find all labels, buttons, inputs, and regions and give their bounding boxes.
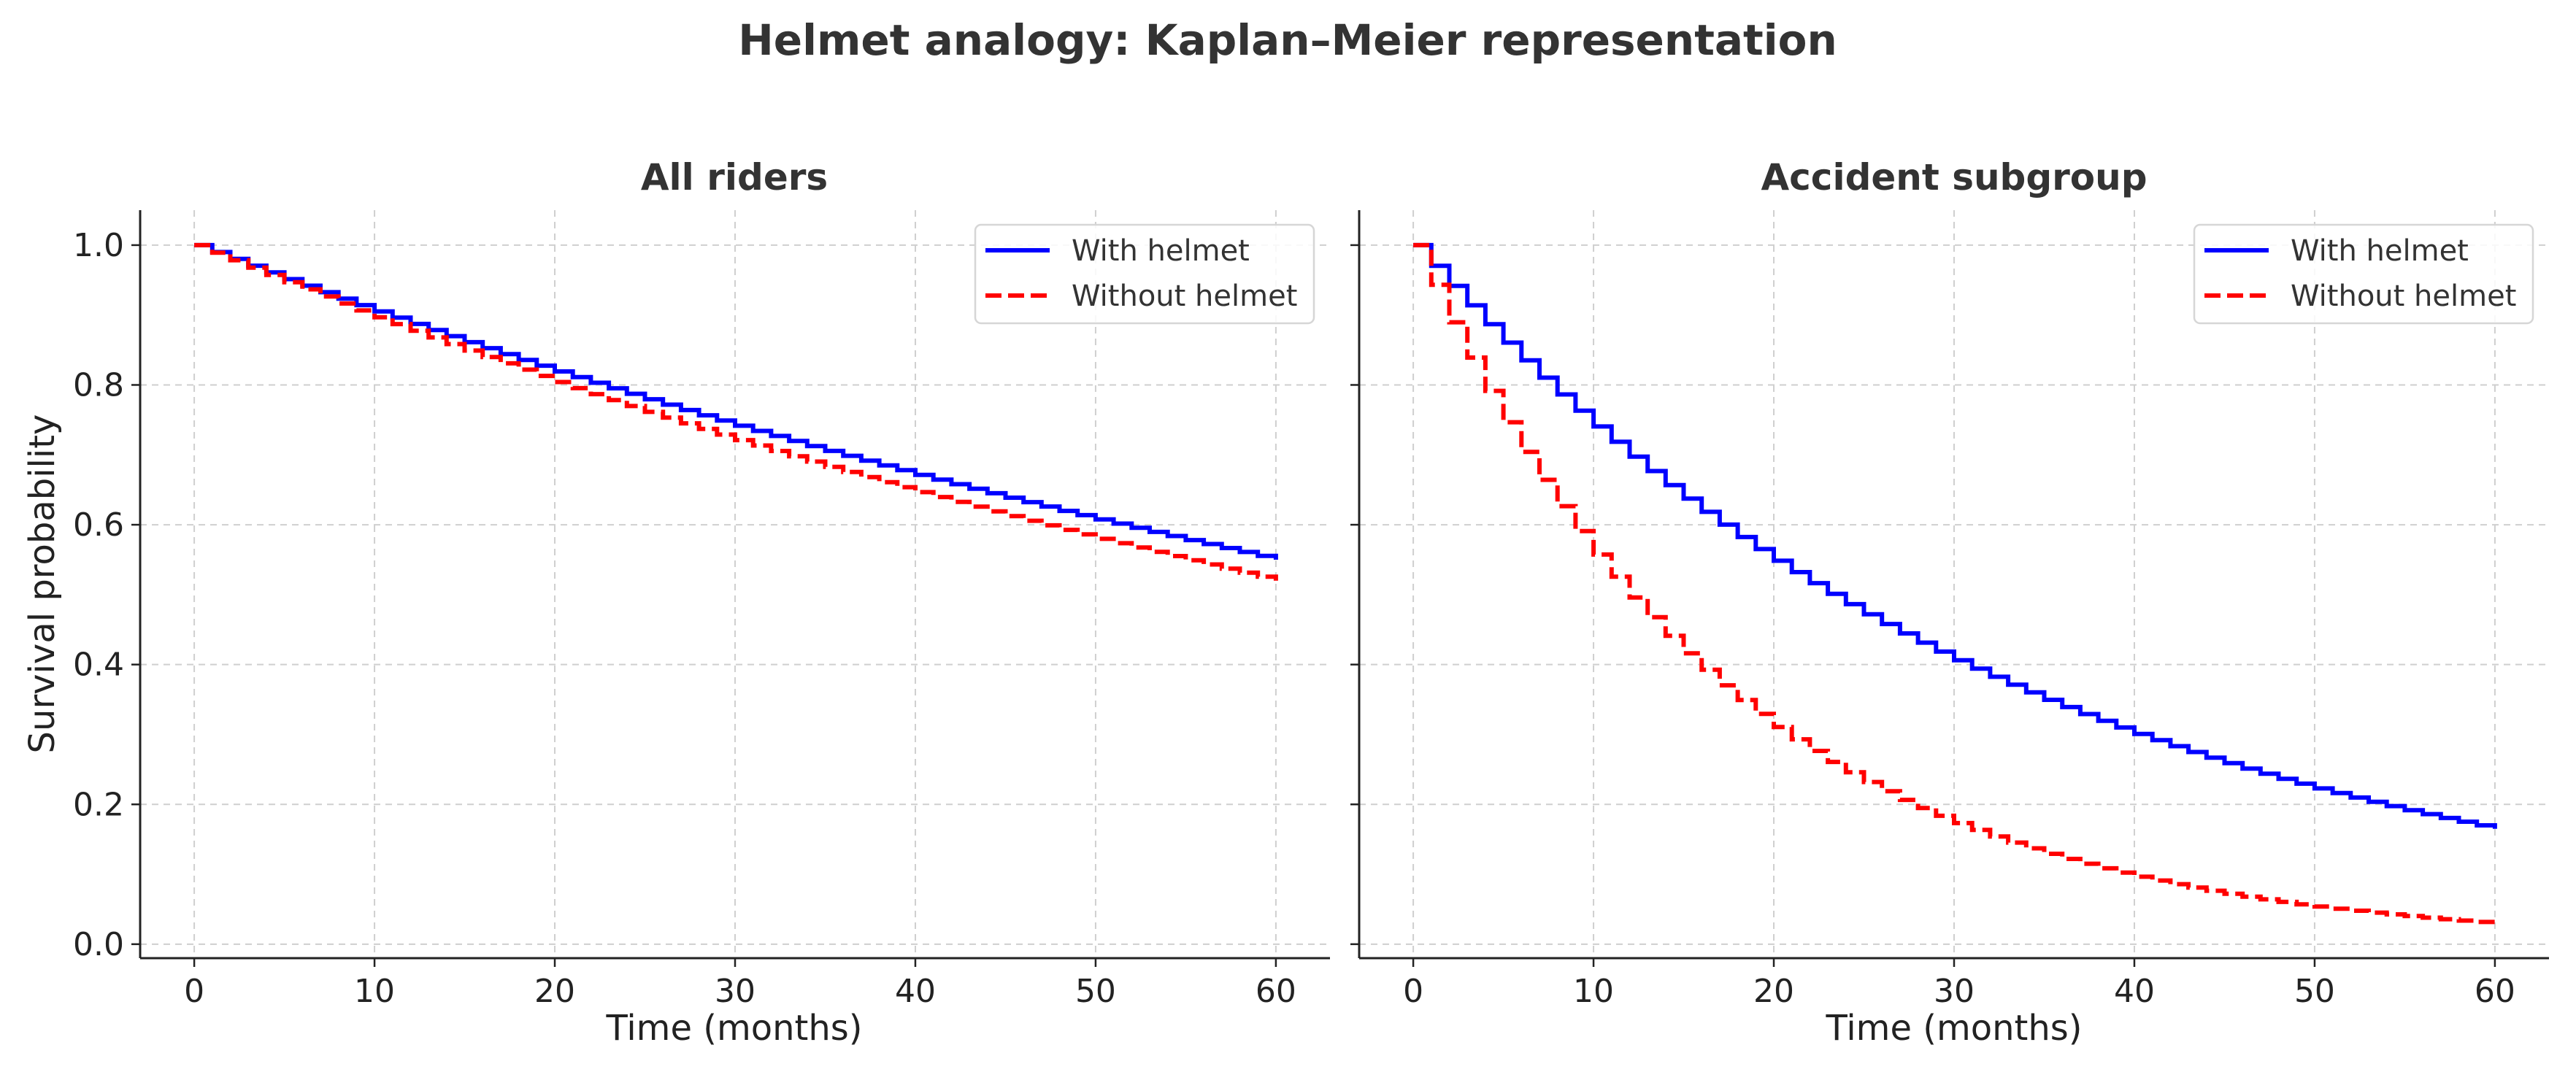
x-tick-label: 20: [534, 973, 575, 1010]
series-layer: [1413, 242, 2497, 925]
x-tick-label: 0: [184, 973, 204, 1010]
y-tick-label: 0.0: [73, 926, 124, 963]
x-tick-label: 50: [1075, 973, 1116, 1010]
legend-label-with-helmet: With helmet: [1072, 234, 1250, 268]
km-curve-with-helmet: [1413, 242, 2497, 829]
x-axis-label: Time (months): [1826, 1008, 2083, 1049]
km-curve-without-helmet: [194, 242, 1278, 581]
x-tick-label: 50: [2294, 973, 2335, 1010]
grid: [1359, 210, 2549, 958]
y-tick-label: 0.6: [73, 506, 124, 544]
x-tick-label: 20: [1753, 973, 1794, 1010]
x-tick-label: 0: [1403, 973, 1423, 1010]
legend: With helmet Without helmet: [2193, 223, 2534, 325]
y-tick-label: 0.2: [73, 786, 124, 823]
y-tick-label: 0.4: [73, 647, 124, 684]
x-tick-label: 10: [354, 973, 395, 1010]
x-tick-label: 40: [2114, 973, 2155, 1010]
x-tick-label: 40: [895, 973, 936, 1010]
y-tick-label: 1.0: [73, 227, 124, 264]
x-tick-label: 10: [1573, 973, 1614, 1010]
panel-title: All riders: [641, 156, 828, 198]
legend-label-without-helmet: Without helmet: [2291, 279, 2516, 313]
x-tick-label: 60: [1256, 973, 1296, 1010]
series-layer: [194, 242, 1278, 581]
panel-accident-subgroup: Accident subgroup Time (months) 0 10 20 30 4…: [1350, 156, 2549, 1049]
y-tick-label: 0.8: [73, 366, 124, 404]
x-tick-label: 30: [1934, 973, 1975, 1010]
legend-label-with-helmet: With helmet: [2291, 234, 2469, 268]
grid: [140, 210, 1330, 958]
legend-box: [974, 223, 1315, 325]
axes: 0 10 20 30 40 50 60: [1350, 210, 2549, 1010]
axes: 0 10 20 30 40 50 60 0.0 0.2 0.4 0.6 0.8 1.0: [73, 210, 1330, 1010]
panel-title: Accident subgroup: [1761, 156, 2147, 198]
x-tick-label: 30: [715, 973, 756, 1010]
km-curve-with-helmet: [194, 242, 1278, 560]
km-curve-without-helmet: [1413, 242, 2497, 925]
panel-all-riders: All riders Survival probability Time (mo…: [22, 156, 1330, 1049]
legend-label-without-helmet: Without helmet: [1072, 279, 1297, 313]
figure-title: Helmet analogy: Kaplan–Meier representat…: [738, 15, 1837, 65]
x-axis-label: Time (months): [606, 1008, 863, 1049]
legend: With helmet Without helmet: [974, 223, 1315, 325]
y-axis-label: Survival probability: [22, 414, 63, 754]
legend-box: [2193, 223, 2534, 325]
x-tick-label: 60: [2475, 973, 2515, 1010]
